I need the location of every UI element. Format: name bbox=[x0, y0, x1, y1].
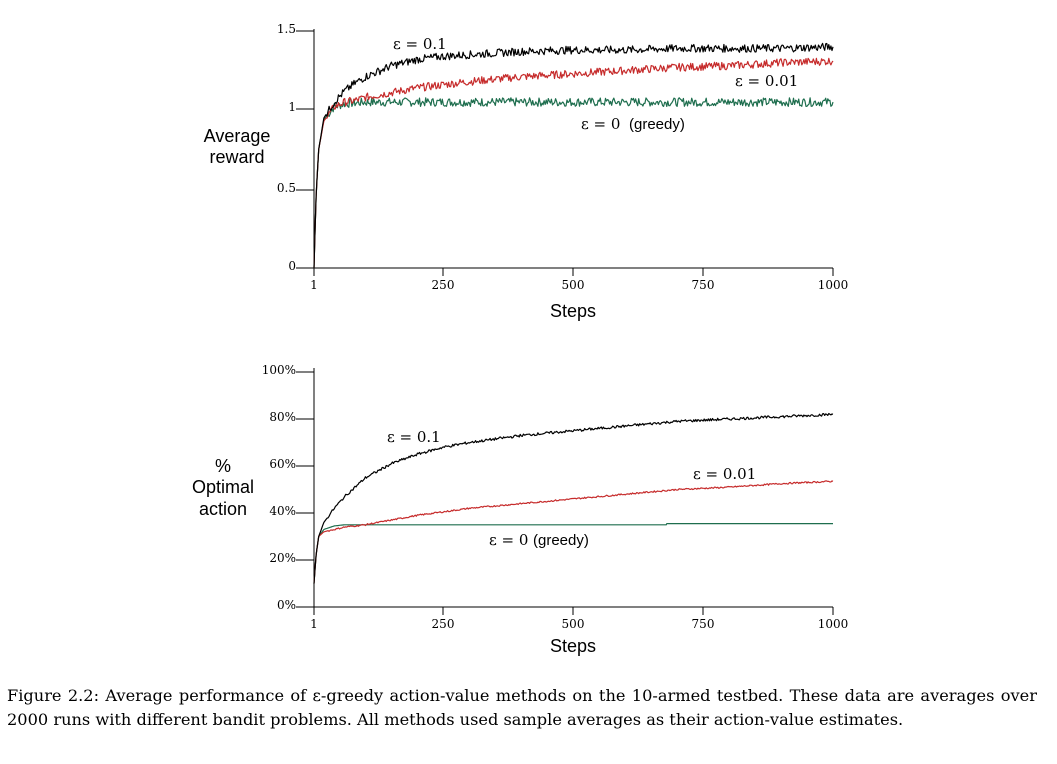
x-tick-label: 500 bbox=[562, 617, 585, 631]
x-tick-label: 1 bbox=[310, 278, 318, 292]
series-group bbox=[313, 42, 834, 269]
y-axis-label-line2: reward bbox=[209, 147, 264, 167]
y-tick-label: 0.5 bbox=[277, 181, 296, 195]
x-tick-label: 1 bbox=[310, 617, 318, 631]
series-line-eps-0-01 bbox=[313, 480, 834, 584]
chart-average-reward: 0 0.5 1 1.5 1 250 500 750 1000 Steps Ave… bbox=[204, 22, 849, 321]
x-axis-label: Steps bbox=[550, 636, 596, 656]
series-line-eps-0-01 bbox=[313, 57, 834, 269]
y-tick-label: 0% bbox=[277, 598, 296, 612]
series-group bbox=[313, 412, 834, 584]
series-line-eps-0-1 bbox=[313, 412, 834, 584]
x-tick-label: 500 bbox=[562, 278, 585, 292]
x-tick-label: 1000 bbox=[818, 278, 849, 292]
y-tick-label: 80% bbox=[269, 410, 296, 424]
series-label-greedy-word: (greedy) bbox=[629, 116, 685, 133]
series-line-greedy bbox=[313, 97, 834, 269]
chart-optimal-action: 0% 20% 40% 60% 80% 100% 1 250 500 750 10… bbox=[192, 363, 848, 656]
y-tick-label: 40% bbox=[269, 504, 296, 518]
y-axis-label-line3: action bbox=[199, 499, 247, 519]
x-tick-label: 750 bbox=[692, 617, 715, 631]
series-label-greedy-eps: ε = 0 bbox=[581, 115, 620, 133]
y-axis-label-line1: % bbox=[215, 456, 231, 476]
figure-caption: Figure 2.2: Average performance of ε-gre… bbox=[7, 686, 1037, 729]
series-label-eps-0-1: ε = 0.1 bbox=[393, 35, 447, 53]
series-label-eps-0-01: ε = 0.01 bbox=[693, 465, 756, 483]
x-tick-label: 750 bbox=[692, 278, 715, 292]
x-axis-label: Steps bbox=[550, 301, 596, 321]
x-tick-label: 250 bbox=[432, 617, 455, 631]
series-line-greedy bbox=[313, 522, 833, 584]
y-tick-label: 100% bbox=[262, 363, 296, 377]
y-tick-label: 20% bbox=[269, 551, 296, 565]
x-tick-label: 250 bbox=[432, 278, 455, 292]
series-label-eps-0-1: ε = 0.1 bbox=[387, 428, 441, 446]
y-tick-label: 60% bbox=[269, 457, 296, 471]
y-tick-label: 1.5 bbox=[277, 22, 296, 36]
y-axis-label-line1: Average bbox=[204, 126, 271, 146]
y-axis-label-line2: Optimal bbox=[192, 477, 254, 497]
y-tick-label: 0 bbox=[288, 259, 296, 273]
series-line-eps-0-1 bbox=[313, 42, 834, 269]
y-tick-label: 1 bbox=[288, 100, 296, 114]
x-tick-label: 1000 bbox=[818, 617, 849, 631]
series-label-greedy-word: (greedy) bbox=[533, 532, 589, 549]
series-label-eps-0-01: ε = 0.01 bbox=[735, 72, 798, 90]
series-label-greedy-eps: ε = 0 bbox=[489, 531, 528, 549]
